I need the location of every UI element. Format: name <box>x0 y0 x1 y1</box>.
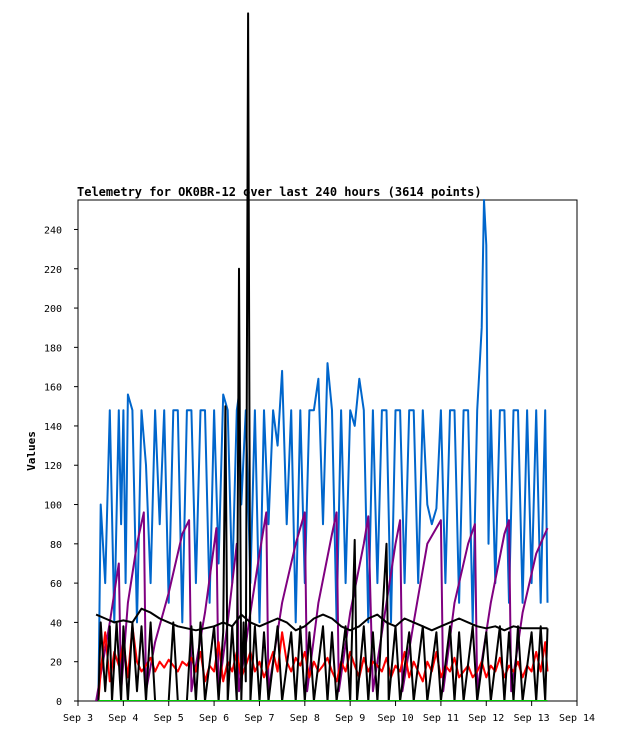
y-tick-label: 20 <box>50 658 62 669</box>
x-tick-label: Sep 10 <box>377 713 413 724</box>
y-tick-label: 80 <box>50 540 62 551</box>
y-tick-label: 0 <box>56 697 62 708</box>
series-line <box>97 12 549 701</box>
x-tick-label: Sep 3 <box>63 713 93 724</box>
series-line <box>95 511 549 701</box>
y-tick-label: 120 <box>44 461 62 472</box>
y-tick-label: 100 <box>44 501 62 512</box>
y-tick-label: 220 <box>44 265 62 276</box>
plot-area-frame <box>77 199 578 702</box>
x-tick-label: Sep 8 <box>290 713 320 724</box>
y-tick-label: 60 <box>50 579 62 590</box>
x-tick-label: Sep 12 <box>468 713 504 724</box>
y-tick-label: 240 <box>44 225 62 236</box>
x-tick-label: Sep 11 <box>423 713 459 724</box>
x-tick-label: Sep 7 <box>244 713 274 724</box>
x-tick-label: Sep 5 <box>154 713 184 724</box>
x-tick-label: Sep 9 <box>335 713 365 724</box>
series-layer <box>95 12 549 701</box>
series-line <box>97 199 549 701</box>
x-tick-label: Sep 14 <box>559 713 595 724</box>
y-axis-label: Values <box>25 431 38 471</box>
y-tick-label: 40 <box>50 618 62 629</box>
y-tick-label: 180 <box>44 343 62 354</box>
chart-title: Telemetry for OK0BR-12 over last 240 hou… <box>77 185 482 199</box>
x-tick-label: Sep 6 <box>199 713 229 724</box>
y-tick-label: 140 <box>44 422 62 433</box>
series-line <box>95 607 548 632</box>
y-tick-label: 160 <box>44 383 62 394</box>
y-tick-label: 200 <box>44 304 62 315</box>
x-tick-label: Sep 13 <box>514 713 550 724</box>
axis-layer: 0 20 40 60 80 100 120 140 160 180 200 220 240 Sep 3 Se… <box>44 225 595 724</box>
x-tick-label: Sep 4 <box>108 713 138 724</box>
